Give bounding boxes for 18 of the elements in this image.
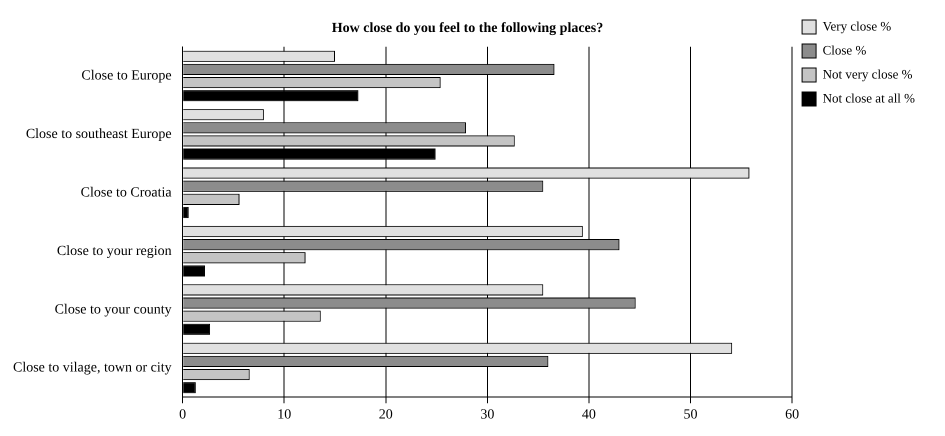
legend-label: Not very close %: [822, 66, 913, 82]
x-tick-label: 20: [378, 407, 393, 422]
x-tick-label: 60: [785, 407, 800, 422]
legend-label: Very close %: [822, 18, 892, 34]
x-tick-label: 40: [582, 407, 596, 422]
x-tick-label: 0: [179, 407, 186, 422]
y-tick-label: Close to southeast Europe: [26, 127, 172, 142]
y-tick-label: Close to your region: [56, 244, 172, 259]
x-tick-label: 30: [480, 407, 494, 422]
y-tick-label: Close to your county: [54, 302, 172, 318]
chart-title: How close do you feel to the following places?: [332, 21, 604, 36]
x-tick-label: 50: [684, 407, 698, 422]
y-tick-label: Close to vilage, town or city: [12, 360, 172, 376]
legend-label: Not close at all %: [822, 90, 916, 106]
y-tick-label: Close to Europe: [81, 68, 172, 84]
y-tick-label: Close to Croatia: [80, 185, 172, 200]
legend-label: Close %: [822, 42, 866, 58]
x-tick-label: 10: [277, 407, 292, 422]
